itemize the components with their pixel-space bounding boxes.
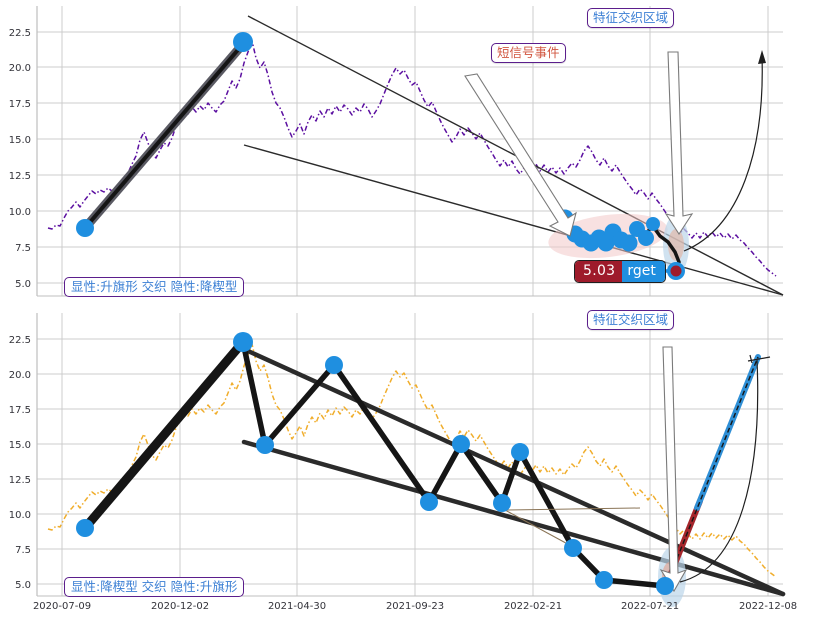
pivot-marker	[564, 539, 582, 557]
projection-centerline	[667, 356, 759, 582]
pivot-marker	[646, 217, 660, 231]
pivot-marker	[511, 443, 529, 461]
pivot-marker	[325, 356, 343, 374]
annotation-feature-interweave-zone-top: 特征交织区域	[587, 8, 675, 28]
y-tick-label: 22.5	[9, 28, 31, 39]
legend-pattern-bottom: 显性:降楔型 交织 隐性:升旗形	[64, 577, 245, 597]
x-tick-label: 2020-12-02	[151, 601, 209, 612]
event-pointer-arrow-right	[664, 51, 694, 236]
x-tick-label: 2021-04-30	[268, 601, 326, 612]
pivot-marker	[76, 519, 94, 537]
gridlines-vertical-top	[61, 6, 769, 296]
y-tick-label: 5.0	[15, 580, 31, 591]
wedge-lower-trendline-bottom	[241, 439, 786, 597]
pivot-marker	[256, 436, 274, 454]
y-tick-label: 10.0	[9, 207, 31, 218]
y-tick-label: 17.5	[9, 99, 31, 110]
pivot-marker	[620, 234, 638, 252]
y-tick-label: 10.0	[9, 510, 31, 521]
pivot-marker	[595, 571, 613, 589]
y-tick-labels-bottom: 22.5 20.0 17.5 15.0 12.5 10.0 7.5 5.0	[9, 335, 31, 591]
pivot-marker-breakout-core	[670, 265, 682, 277]
x-tick-label: 2020-07-09	[33, 601, 91, 612]
pivot-markers-top	[556, 209, 685, 280]
minor-guide-line-2-bottom	[504, 509, 576, 549]
x-tick-label: 2022-07-21	[621, 601, 679, 612]
y-tick-label: 20.0	[9, 63, 31, 74]
y-tick-labels-top: 22.5 20.0 17.5 15.0 12.5 10.0 7.5 5.0	[9, 28, 31, 290]
pivot-marker	[493, 494, 511, 512]
y-tick-label: 12.5	[9, 475, 31, 486]
gridlines-vertical-bottom	[61, 313, 769, 596]
y-tick-label: 5.0	[15, 279, 31, 290]
flag-pole-top	[83, 42, 245, 230]
annotation-feature-interweave-zone-bottom: 特征交织区域	[587, 310, 675, 330]
x-tick-label: 2022-02-21	[504, 601, 562, 612]
pivot-marker	[656, 577, 674, 595]
pivot-marker-start-top	[76, 219, 94, 237]
panel-top: 22.5 20.0 17.5 15.0 12.5 10.0 7.5 5.0	[0, 0, 822, 305]
panel-bottom-svg: 22.5 20.0 17.5 15.0 12.5 10.0 7.5 5.0	[9, 313, 797, 612]
price-line-bottom	[47, 343, 777, 578]
x-tick-label: 2022-12-08	[739, 601, 797, 612]
target-price-value: 5.03	[575, 261, 623, 282]
y-tick-label: 15.0	[9, 440, 31, 451]
projection-target-tick-2	[749, 354, 753, 364]
panel-bottom: 22.5 20.0 17.5 15.0 12.5 10.0 7.5 5.0	[0, 305, 822, 617]
x-tick-label: 2021-09-23	[386, 601, 444, 612]
breakout-zone-core	[668, 229, 684, 261]
y-tick-label: 12.5	[9, 171, 31, 182]
price-line-top	[47, 40, 777, 277]
wedge-lower-trendline-top	[243, 144, 784, 296]
y-tick-label: 20.0	[9, 370, 31, 381]
pivot-marker-apex-top	[233, 32, 253, 52]
y-tick-label: 7.5	[15, 545, 31, 556]
pivot-markers-bottom	[76, 332, 674, 595]
annotation-short-signal-event: 短信号事件	[491, 43, 566, 63]
event-pointer-arrow-bottom	[659, 346, 688, 593]
forecast-curve-bottom	[679, 359, 759, 583]
pivot-marker	[420, 493, 438, 511]
y-tick-label: 17.5	[9, 405, 31, 416]
flag-pole-bottom	[80, 337, 248, 533]
y-tick-label: 22.5	[9, 335, 31, 346]
forecast-curve-arrowhead-top	[758, 50, 766, 64]
pivot-marker	[452, 435, 470, 453]
legend-pattern-top: 显性:升旗形 交织 隐性:降楔型	[64, 277, 245, 297]
y-tick-label: 15.0	[9, 135, 31, 146]
forecast-curve-top	[683, 55, 763, 252]
x-tick-labels: 2020-07-09 2020-12-02 2021-04-30 2021-09…	[33, 601, 797, 612]
target-price-label: rget	[622, 261, 665, 282]
y-tick-label: 7.5	[15, 243, 31, 254]
pivot-marker	[233, 332, 253, 352]
minor-guide-line-bottom	[504, 507, 641, 511]
plot-area-top	[37, 6, 783, 296]
pivot-marker	[638, 230, 654, 246]
panel-top-svg: 22.5 20.0 17.5 15.0 12.5 10.0 7.5 5.0	[9, 6, 784, 297]
event-pointer-arrow-left	[464, 73, 577, 237]
target-price-box: 5.03 rget	[574, 260, 666, 283]
